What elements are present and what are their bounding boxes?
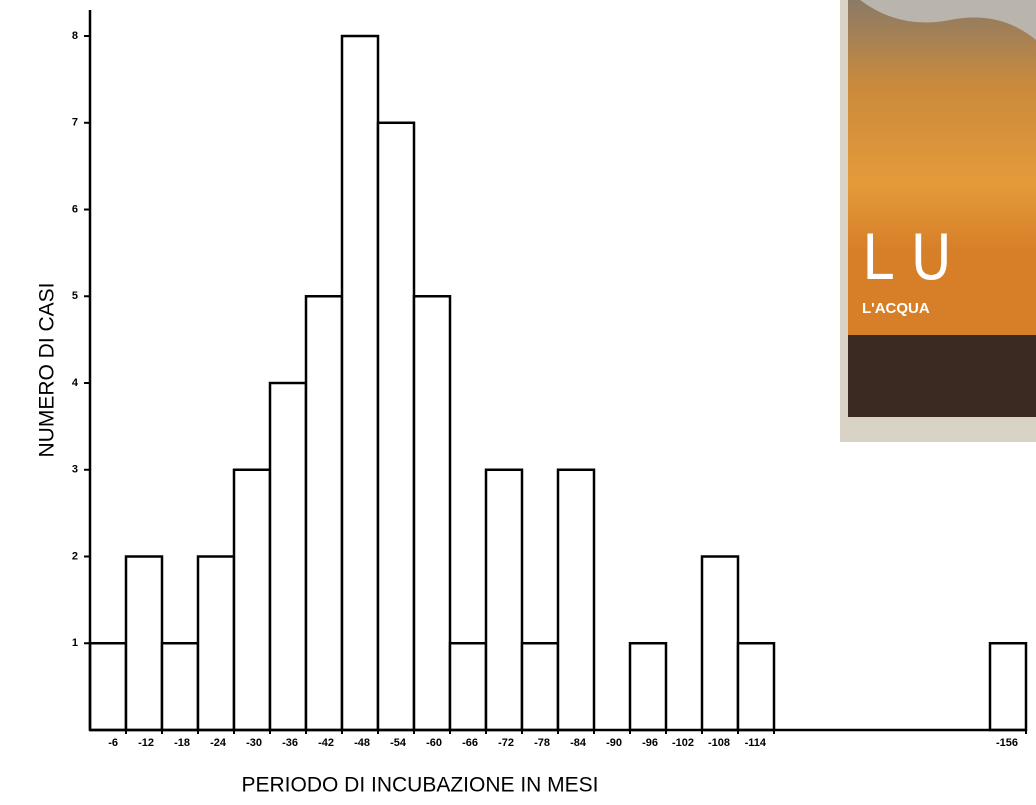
x-tick-label: -36 <box>282 737 298 749</box>
y-tick-label: 7 <box>72 117 78 129</box>
x-tick-label: -108 <box>708 737 730 749</box>
y-axis-title: NUMERO DI CASI <box>36 282 59 457</box>
x-tick-label: -18 <box>174 737 190 749</box>
x-tick-label: -78 <box>534 737 550 749</box>
poster-subtitle: L'ACQUA <box>862 300 930 317</box>
bar <box>520 642 560 732</box>
bar <box>736 642 776 732</box>
x-tick-label: -102 <box>672 737 694 749</box>
x-axis-title: PERIODO DI INCUBAZIONE IN MESI <box>241 774 598 797</box>
x-tick-label: -24 <box>210 737 227 749</box>
bar <box>484 468 524 732</box>
x-tick-label: -60 <box>426 737 442 749</box>
bar <box>340 34 380 732</box>
poster-title: L U <box>862 221 952 294</box>
x-tick-label: -48 <box>354 737 370 749</box>
x-tick-label: -90 <box>606 737 622 749</box>
x-tick-label: -30 <box>246 737 262 749</box>
bar <box>988 642 1028 732</box>
y-tick-label: 2 <box>72 550 78 562</box>
poster-background <box>848 0 1036 335</box>
bar <box>268 381 308 732</box>
y-tick-label: 3 <box>72 464 78 476</box>
x-tick-label: -42 <box>318 737 334 749</box>
x-tick-label: -156 <box>996 737 1018 749</box>
y-tick-label: 8 <box>72 30 78 42</box>
poster: L U L'ACQUA <box>840 0 1036 442</box>
bar <box>232 468 272 732</box>
bar <box>628 642 668 732</box>
poster-text-band <box>848 335 1036 417</box>
y-tick-label: 4 <box>72 377 79 389</box>
x-tick-label: -66 <box>462 737 478 749</box>
x-tick-label: -72 <box>498 737 514 749</box>
bar <box>448 642 488 732</box>
bar <box>124 555 164 732</box>
x-tick-label: -84 <box>570 737 587 749</box>
bar <box>304 295 344 732</box>
x-tick-label: -12 <box>138 737 154 749</box>
bar <box>700 555 740 732</box>
bar <box>160 642 200 732</box>
bar <box>556 468 596 732</box>
bar <box>412 295 452 732</box>
poster-figure <box>860 0 1036 40</box>
y-tick-label: 6 <box>72 203 78 215</box>
x-tick-label: -6 <box>108 737 118 749</box>
x-tick-label: -96 <box>642 737 658 749</box>
bar <box>196 555 236 732</box>
bar <box>88 642 128 732</box>
x-tick-label: -54 <box>390 737 407 749</box>
bar <box>376 121 416 732</box>
x-tick-label: -114 <box>745 737 767 749</box>
y-tick-label: 1 <box>72 637 78 649</box>
y-tick-label: 5 <box>72 290 78 302</box>
